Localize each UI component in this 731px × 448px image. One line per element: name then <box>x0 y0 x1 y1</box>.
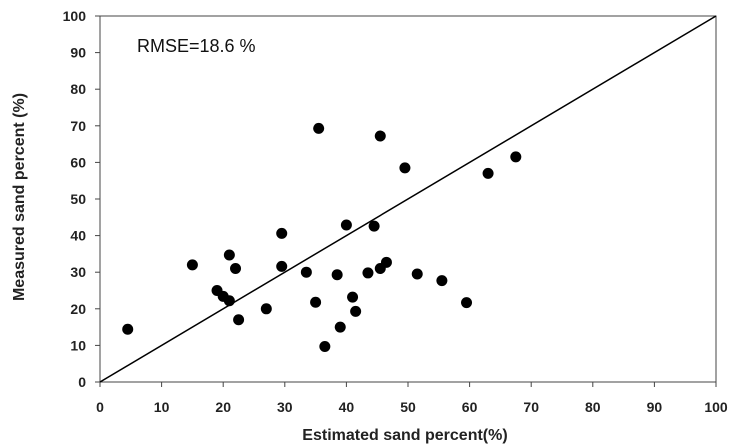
x-tick-label: 50 <box>400 399 416 415</box>
y-axis-ticks: 0 10 20 30 40 50 60 70 80 90 100 <box>63 8 100 390</box>
data-point <box>482 167 494 179</box>
data-point <box>347 291 359 303</box>
y-tick-label: 50 <box>70 191 86 207</box>
x-tick-label: 20 <box>215 399 231 415</box>
data-point <box>362 267 374 279</box>
data-point <box>374 130 386 142</box>
x-tick-label: 60 <box>462 399 478 415</box>
data-point <box>313 122 325 134</box>
one-to-one-line <box>99 15 717 383</box>
y-tick-label: 30 <box>70 264 86 280</box>
y-tick-label: 80 <box>70 81 86 97</box>
y-tick-label: 40 <box>70 228 86 244</box>
data-point <box>350 305 362 317</box>
data-point <box>461 297 473 309</box>
y-tick-label: 20 <box>70 301 86 317</box>
data-point <box>510 151 522 163</box>
data-point <box>230 263 242 275</box>
x-tick-label: 10 <box>154 399 170 415</box>
x-tick-label: 30 <box>277 399 293 415</box>
x-tick-label: 40 <box>339 399 355 415</box>
data-point <box>233 314 245 326</box>
data-point <box>399 162 411 174</box>
rmse-annotation: RMSE=18.6 % <box>137 36 256 56</box>
data-point <box>334 321 346 333</box>
data-point <box>411 268 423 280</box>
x-axis-ticks: 0 10 20 30 40 50 60 70 80 90 100 <box>96 382 728 415</box>
x-axis-title: Estimated sand percent(%) <box>302 427 507 444</box>
y-tick-label: 100 <box>63 8 87 24</box>
y-axis-title: Measured sand percent (%) <box>11 93 28 301</box>
y-tick-label: 70 <box>70 118 86 134</box>
data-point <box>223 249 235 261</box>
data-point <box>223 295 235 307</box>
x-tick-label: 90 <box>647 399 663 415</box>
data-point <box>331 269 343 281</box>
x-tick-label: 70 <box>523 399 539 415</box>
data-point <box>300 266 312 278</box>
data-point <box>276 227 288 239</box>
x-tick-label: 100 <box>704 399 728 415</box>
data-point <box>260 303 272 315</box>
data-point <box>380 256 392 268</box>
x-tick-label: 0 <box>96 399 104 415</box>
data-point <box>368 220 380 232</box>
data-point <box>310 296 322 308</box>
data-point <box>319 340 331 352</box>
y-tick-label: 90 <box>70 45 86 61</box>
data-point <box>122 323 134 335</box>
x-tick-label: 80 <box>585 399 601 415</box>
reference-line-group <box>99 15 717 383</box>
data-point <box>436 275 448 287</box>
y-tick-label: 10 <box>70 337 86 353</box>
data-point <box>276 260 288 272</box>
data-points <box>122 122 522 352</box>
y-tick-label: 0 <box>78 374 86 390</box>
y-tick-label: 60 <box>70 154 86 170</box>
data-point <box>186 259 198 271</box>
data-point <box>340 219 352 231</box>
